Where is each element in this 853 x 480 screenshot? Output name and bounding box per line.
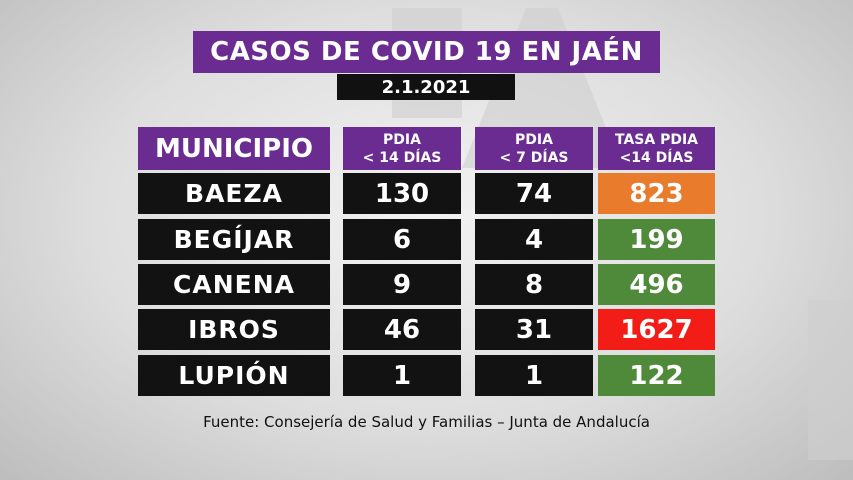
date-label: 2.1.2021 [337,74,515,100]
header-pdia-7-line2: < 7 DÍAS [499,149,569,166]
source-caption: Fuente: Consejería de Salud y Familias –… [203,413,650,431]
pdia14-cell: 130 [343,173,461,214]
header-pdia-14: PDIA < 14 DÍAS [343,127,461,170]
header-pdia-7: PDIA < 7 DÍAS [475,127,593,170]
header-pdia-7-line1: PDIA [515,131,553,148]
municipio-cell: LUPIÓN [138,355,330,396]
municipio-cell: BAEZA [138,173,330,214]
tasa-cell: 199 [598,219,715,260]
header-tasa-line1: TASA PDIA [614,131,698,148]
pdia14-cell: 9 [343,264,461,305]
pdia14-cell: 46 [343,309,461,350]
pdia7-cell: 8 [475,264,593,305]
pdia7-cell: 74 [475,173,593,214]
background-logo [808,300,853,460]
pdia7-cell: 1 [475,355,593,396]
pdia7-cell: 4 [475,219,593,260]
tasa-cell: 823 [598,173,715,214]
tasa-cell: 496 [598,264,715,305]
header-tasa: TASA PDIA <14 DÍAS [598,127,715,170]
header-pdia-14-line1: PDIA [383,131,421,148]
pdia14-cell: 1 [343,355,461,396]
header-tasa-line2: <14 DÍAS [619,149,694,166]
municipio-cell: CANENA [138,264,330,305]
tasa-cell: 122 [598,355,715,396]
page-title: CASOS DE COVID 19 EN JAÉN [193,31,660,73]
pdia7-cell: 31 [475,309,593,350]
header-pdia-14-line2: < 14 DÍAS [362,149,442,166]
municipio-cell: IBROS [138,309,330,350]
header-municipio: MUNICIPIO [138,127,330,170]
municipio-cell: BEGÍJAR [138,219,330,260]
tasa-cell: 1627 [598,309,715,350]
pdia14-cell: 6 [343,219,461,260]
